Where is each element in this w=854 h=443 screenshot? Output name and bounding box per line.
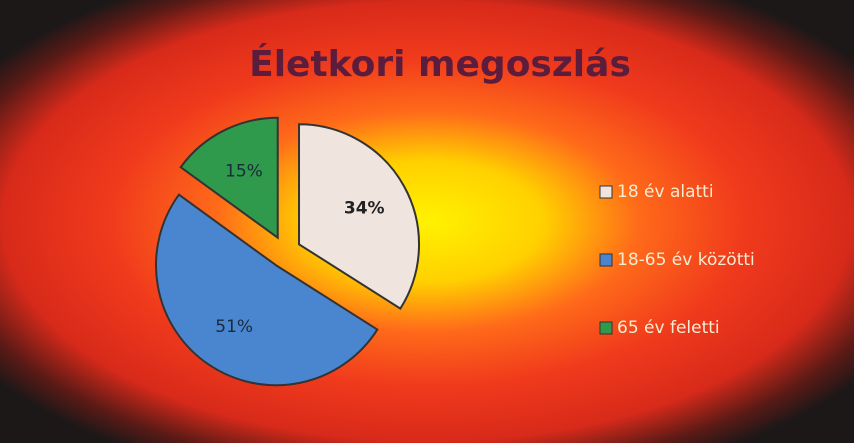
data-label: 34% — [344, 198, 385, 218]
pie-slice — [179, 116, 279, 240]
pie-slice — [298, 123, 420, 310]
legend-swatch — [599, 185, 613, 199]
legend-label: 18-65 év közötti — [617, 250, 755, 270]
legend-swatch — [599, 253, 613, 267]
data-label: 15% — [225, 161, 263, 181]
chart-title: Életkori megoszlás — [249, 43, 631, 85]
pie-slice — [155, 193, 379, 387]
legend-swatch — [599, 321, 613, 335]
data-label: 51% — [215, 317, 253, 337]
legend-label: 65 év feletti — [617, 318, 720, 338]
legend-label: 18 év alatti — [617, 182, 714, 202]
